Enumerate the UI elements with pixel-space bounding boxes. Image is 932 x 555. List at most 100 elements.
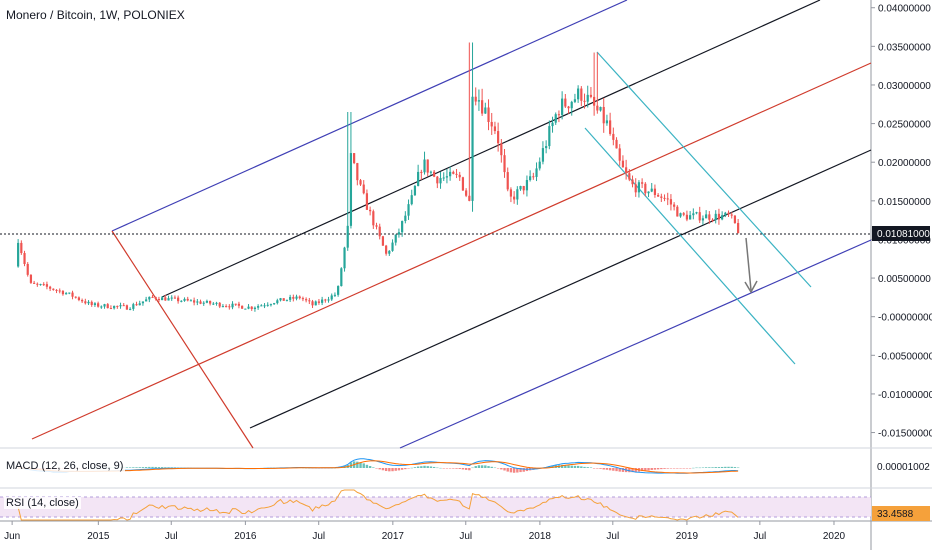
time-tick-label: 2017 bbox=[382, 531, 405, 542]
candle-body bbox=[417, 171, 420, 186]
candle-body bbox=[135, 304, 138, 306]
time-tick-label: Jun bbox=[4, 531, 20, 542]
macd-histogram-bar bbox=[573, 465, 577, 468]
macd-histogram-bar bbox=[621, 468, 625, 472]
candle-body bbox=[36, 283, 39, 285]
candle-body bbox=[397, 232, 401, 235]
time-tick-label: Jul bbox=[753, 531, 766, 542]
candle-body bbox=[122, 305, 125, 307]
candle-body bbox=[308, 300, 311, 302]
macd-histogram-bar bbox=[477, 465, 481, 468]
candle-body bbox=[55, 289, 58, 291]
candle-body bbox=[221, 306, 225, 308]
current-price-tag: 0.01081000 bbox=[872, 226, 930, 241]
candle-body bbox=[468, 195, 471, 201]
candle-body bbox=[557, 114, 561, 116]
candle-body bbox=[129, 308, 132, 310]
macd-histogram-bar bbox=[608, 468, 612, 471]
candle-body bbox=[461, 177, 465, 191]
mid-channel-upper bbox=[161, 0, 821, 298]
candle-body bbox=[471, 96, 474, 201]
candle-body bbox=[23, 253, 26, 264]
candle-body bbox=[119, 305, 122, 307]
candle-body bbox=[410, 195, 413, 205]
macd-histogram-bar bbox=[656, 468, 660, 470]
candle-body bbox=[433, 171, 436, 177]
candle-body bbox=[343, 247, 346, 269]
candle-body bbox=[551, 122, 554, 127]
macd-histogram-bar bbox=[138, 467, 141, 468]
candle-body bbox=[298, 296, 301, 299]
candle-body bbox=[570, 101, 573, 109]
candle-body bbox=[100, 306, 103, 308]
candle-body bbox=[212, 303, 215, 305]
candle-body bbox=[695, 212, 698, 214]
macd-histogram-bar bbox=[410, 467, 413, 469]
candle-body bbox=[420, 171, 423, 173]
macd-histogram-bar bbox=[644, 468, 647, 471]
candle-body bbox=[413, 185, 417, 196]
macd-histogram-bar bbox=[589, 467, 593, 468]
candle-body bbox=[391, 242, 394, 251]
candle-body bbox=[260, 305, 263, 307]
macd-histogram-bar bbox=[429, 466, 433, 468]
candle-body bbox=[205, 300, 209, 303]
macd-histogram-bar bbox=[484, 465, 487, 468]
candle-body bbox=[692, 213, 695, 216]
candle-body bbox=[154, 297, 157, 299]
macd-histogram-bar bbox=[576, 465, 580, 468]
candle-body bbox=[333, 294, 337, 296]
candle-body bbox=[583, 100, 586, 102]
candle-body bbox=[554, 114, 557, 123]
candle-body bbox=[20, 242, 23, 254]
candle-body bbox=[429, 171, 433, 173]
macd-histogram-bar bbox=[368, 466, 372, 468]
candle-body bbox=[173, 297, 177, 299]
price-tick-label: -0.01500000 bbox=[878, 429, 932, 440]
macd-histogram-bar bbox=[605, 468, 609, 470]
candle-body bbox=[522, 186, 525, 191]
candle-body bbox=[647, 191, 650, 194]
candle-body bbox=[509, 189, 513, 197]
candle-body bbox=[356, 163, 359, 181]
candle-body bbox=[621, 160, 625, 168]
candle-body bbox=[26, 263, 29, 275]
macd-histogram-bar bbox=[125, 467, 129, 468]
candle-body bbox=[29, 274, 33, 283]
macd-histogram-bar bbox=[666, 468, 669, 469]
candle-body bbox=[493, 126, 497, 132]
candle-body bbox=[423, 159, 426, 173]
candle-body bbox=[273, 303, 276, 305]
macd-histogram-bar bbox=[365, 464, 369, 468]
candle-body bbox=[394, 234, 397, 243]
candle-body bbox=[269, 304, 273, 306]
candle-body bbox=[516, 189, 519, 200]
macd-histogram-bar bbox=[160, 467, 164, 468]
candle-body bbox=[698, 212, 701, 221]
candle-body bbox=[311, 301, 314, 306]
candle-body bbox=[263, 305, 266, 307]
macd-histogram-bar bbox=[464, 468, 468, 470]
macd-histogram-bar bbox=[647, 468, 650, 471]
candle-body bbox=[449, 171, 452, 177]
macd-histogram-bar bbox=[653, 468, 657, 470]
pitchfork-handle bbox=[111, 230, 254, 449]
candle-body bbox=[506, 172, 509, 190]
candle-body bbox=[573, 99, 577, 102]
candle-body bbox=[609, 120, 612, 134]
candle-body bbox=[314, 301, 317, 306]
candle-body bbox=[324, 299, 327, 301]
candle-body bbox=[65, 293, 68, 295]
macd-histogram-bar bbox=[503, 468, 506, 471]
macd-histogram-bar bbox=[500, 468, 503, 470]
macd-histogram-bar bbox=[592, 468, 596, 469]
candle-body bbox=[225, 306, 228, 308]
candle-body bbox=[327, 299, 330, 301]
candle-body bbox=[481, 100, 484, 114]
candle-body bbox=[625, 167, 628, 174]
candle-body bbox=[474, 96, 477, 102]
candle-body bbox=[490, 121, 493, 127]
rsi-pane bbox=[17, 489, 739, 521]
candle-body bbox=[33, 282, 36, 284]
candle-body bbox=[141, 301, 145, 304]
